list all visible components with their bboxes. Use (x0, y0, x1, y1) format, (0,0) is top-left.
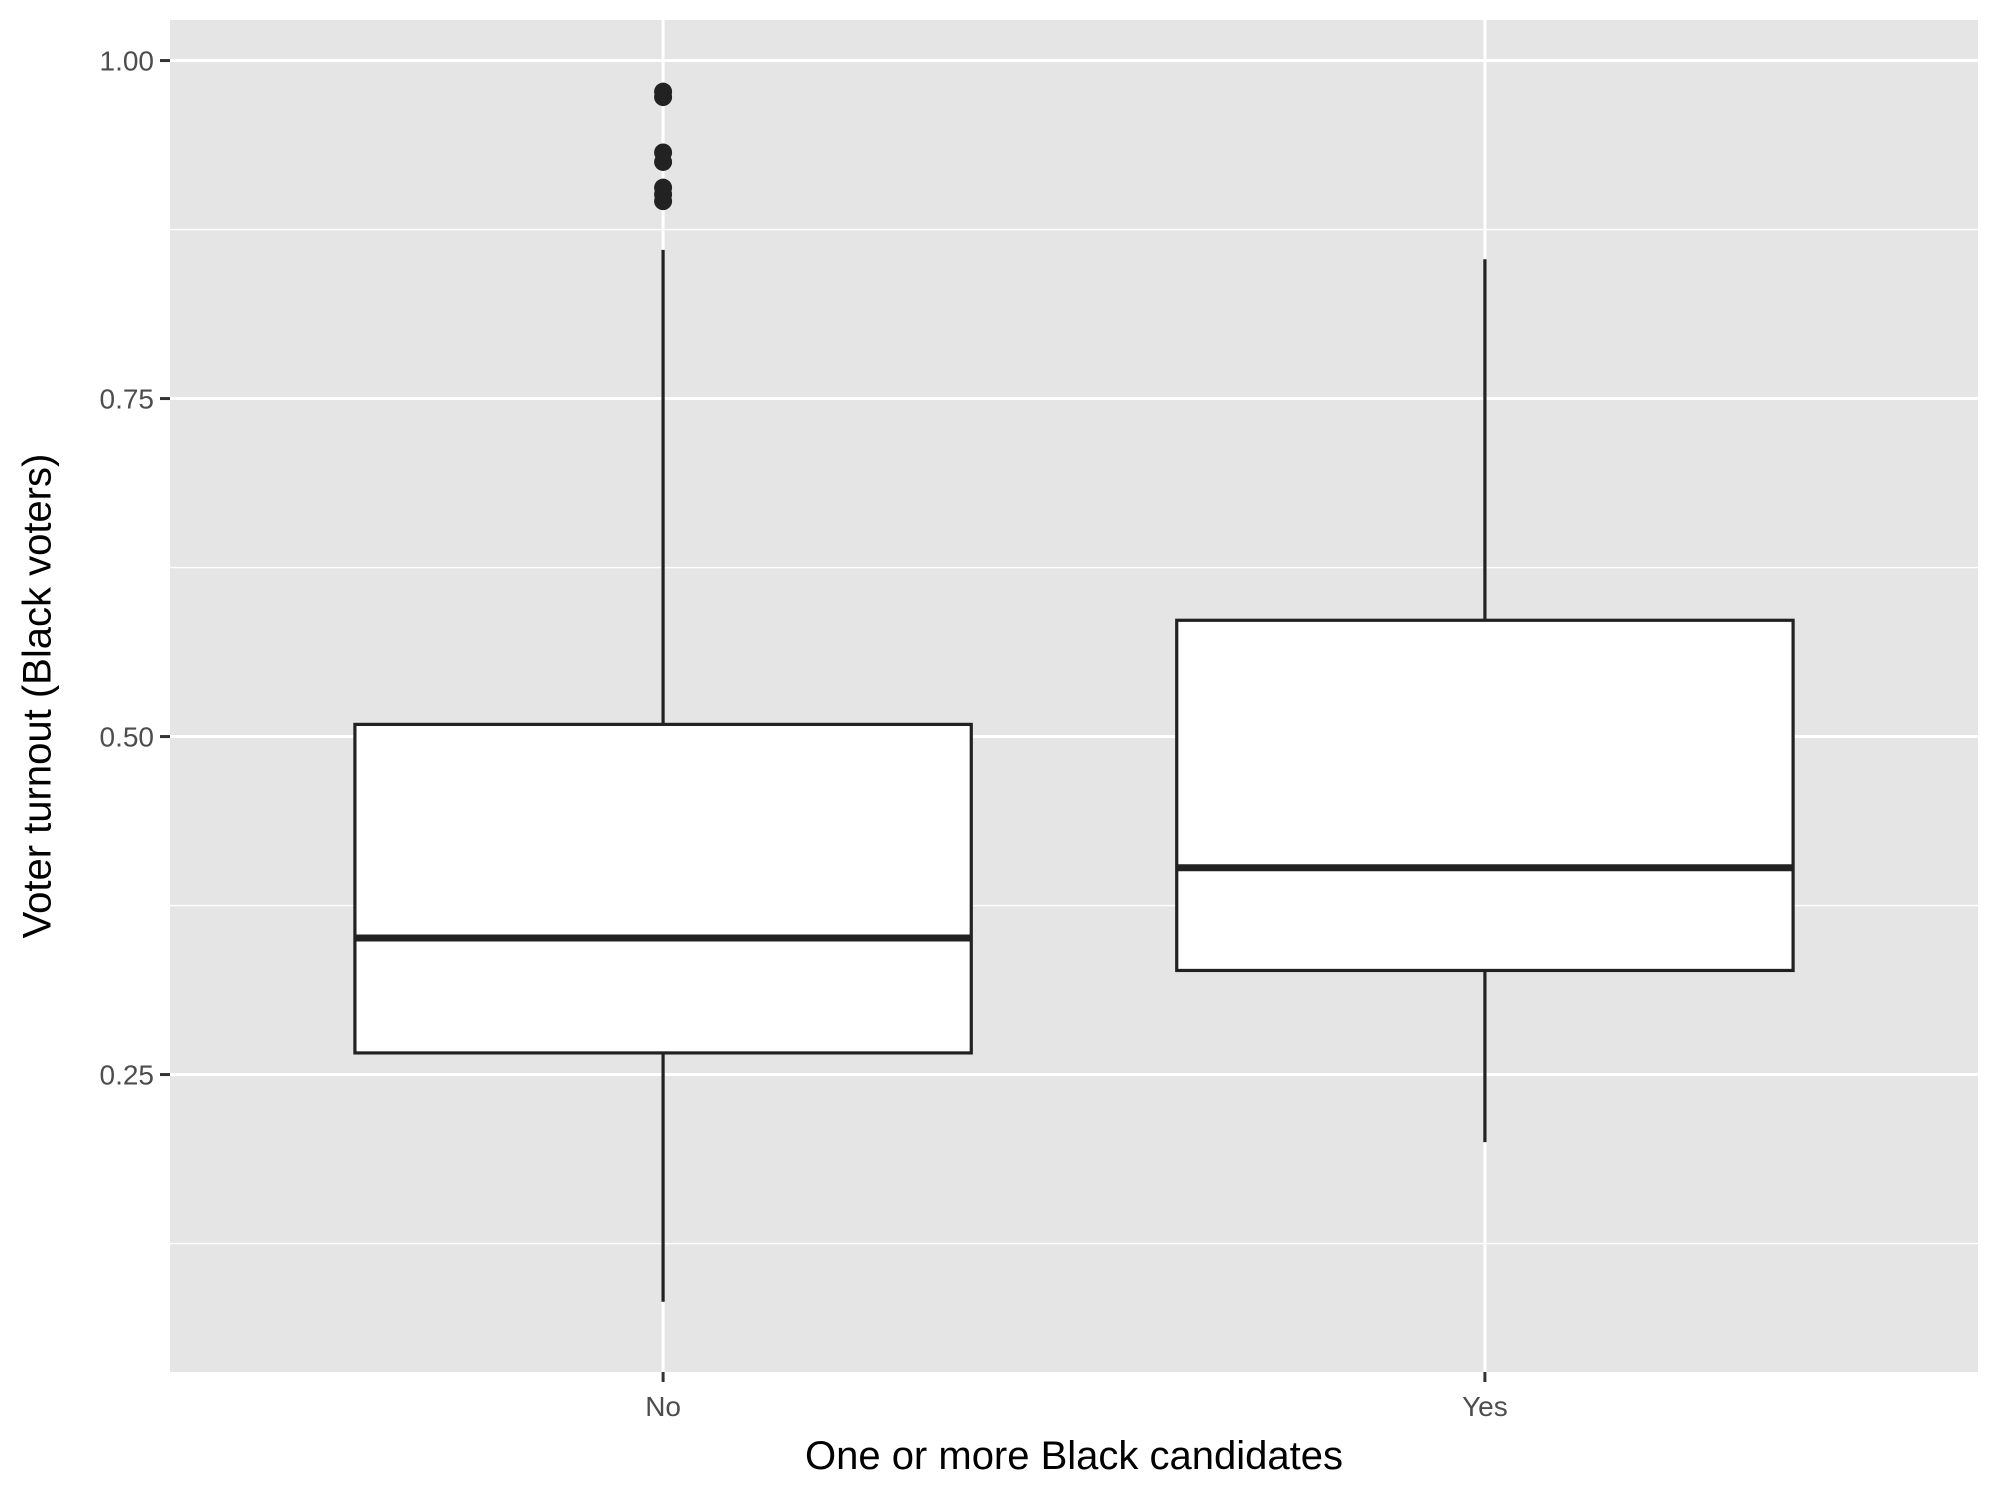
outlier-point (654, 143, 673, 162)
x-tick-label: Yes (1462, 1391, 1508, 1422)
box-no (353, 82, 973, 1302)
y-tick-label: 0.25 (100, 1060, 155, 1091)
iqr-box (1175, 618, 1795, 973)
outlier-point (654, 82, 673, 101)
y-tick-label: 0.75 (100, 384, 155, 415)
iqr-box (353, 722, 973, 1055)
y-tick-label: 1.00 (100, 46, 155, 77)
x-tick-label: No (645, 1391, 681, 1422)
outlier-point (654, 178, 673, 197)
x-axis-title: One or more Black candidates (805, 1434, 1343, 1478)
y-tick-label: 0.50 (100, 722, 155, 753)
box-yes (1175, 259, 1795, 1143)
x-axis: No Yes (645, 1372, 1508, 1422)
y-axis-title: Voter turnout (Black voters) (16, 454, 60, 939)
box-layer (353, 82, 1795, 1302)
y-axis: 0.25 0.50 0.75 1.00 (100, 46, 170, 1091)
